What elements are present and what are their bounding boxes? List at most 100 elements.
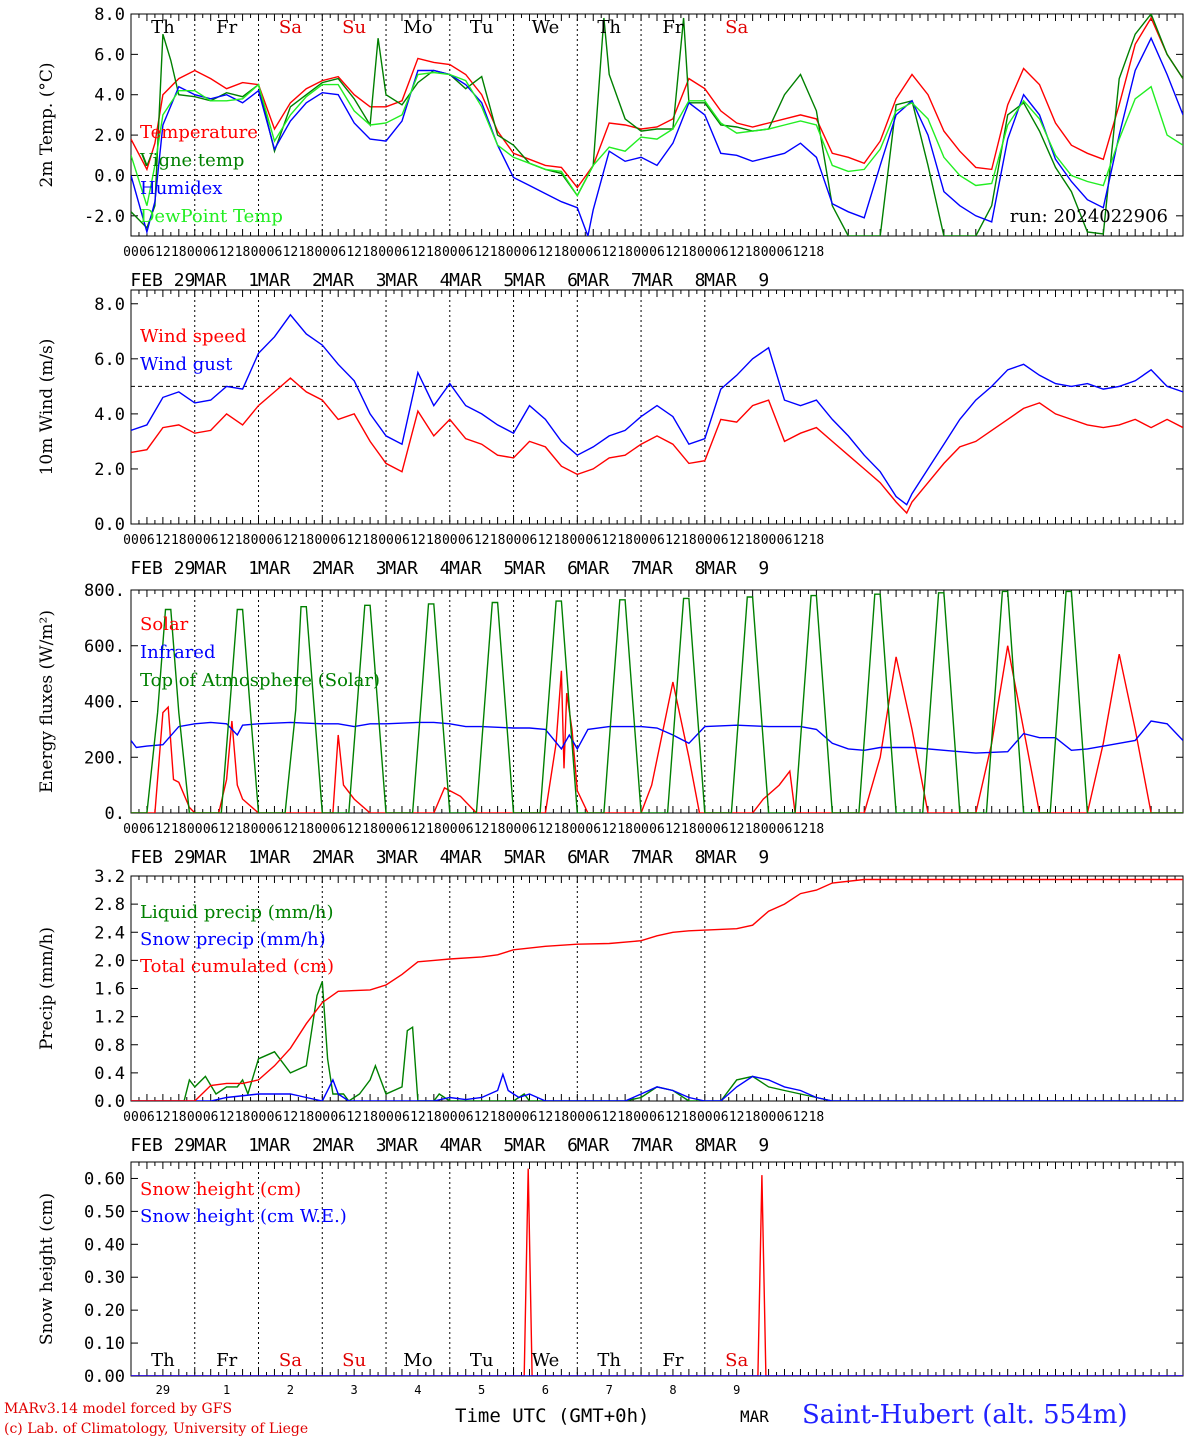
day-abbr: Sa xyxy=(725,1350,748,1371)
hour-tick-label: 18 xyxy=(681,1110,697,1125)
date-label: MAR 5 xyxy=(449,1135,514,1156)
legend-entry: Solar xyxy=(140,614,189,635)
hour-tick-label: 12 xyxy=(283,822,299,837)
hour-tick-label: 06 xyxy=(458,533,474,548)
date-label: MAR 2 xyxy=(258,270,323,291)
hour-tick-label: 12 xyxy=(793,1110,809,1125)
y-tick-label: 6.0 xyxy=(94,45,125,65)
hour-tick-label: 00 xyxy=(442,822,458,837)
hour-tick-label: 06 xyxy=(713,1110,729,1125)
legend-entry: Liquid precip (mm/h) xyxy=(140,902,334,923)
y-tick-label: 0.8 xyxy=(94,1036,125,1056)
hour-tick-label: 18 xyxy=(235,1110,251,1125)
day-abbr: Th xyxy=(151,17,175,38)
date-label: MAR 8 xyxy=(640,1135,705,1156)
day-number: 9 xyxy=(733,1383,740,1397)
y-tick-label: 2.0 xyxy=(94,460,125,480)
hour-tick-label: 12 xyxy=(219,245,235,260)
hour-tick-label: 00 xyxy=(378,533,394,548)
hour-tick-label: 06 xyxy=(585,533,601,548)
hour-tick-label: 06 xyxy=(203,1110,219,1125)
day-number: 29 xyxy=(156,1383,170,1397)
day-abbr: Tu xyxy=(470,17,494,38)
hour-tick-label: 06 xyxy=(203,533,219,548)
hour-tick-label: 18 xyxy=(171,1110,187,1125)
hour-tick-label: 12 xyxy=(219,822,235,837)
hour-tick-label: 00 xyxy=(251,245,267,260)
hour-tick-label: 00 xyxy=(506,245,522,260)
y-tick-label: 3.2 xyxy=(94,867,125,887)
station-title: Saint-Hubert (alt. 554m) xyxy=(802,1400,1128,1430)
hour-tick-label: 00 xyxy=(187,1110,203,1125)
hour-tick-label: 12 xyxy=(793,245,809,260)
hour-tick-label: 00 xyxy=(569,245,585,260)
hour-tick-label: 00 xyxy=(506,822,522,837)
y-tick-label: 8.0 xyxy=(94,295,125,315)
hour-tick-label: 12 xyxy=(346,822,362,837)
date-label: MAR 6 xyxy=(513,1135,578,1156)
hour-tick-label: 00 xyxy=(251,822,267,837)
hour-tick-label: 12 xyxy=(538,1110,554,1125)
hour-tick-label: 00 xyxy=(633,245,649,260)
y-axis-title: Snow height (cm) xyxy=(37,1193,57,1345)
day-abbr: Fr xyxy=(216,1350,237,1371)
hour-tick-label: 18 xyxy=(299,245,315,260)
hour-tick-label: 06 xyxy=(458,1110,474,1125)
hour-tick-label: 06 xyxy=(267,822,283,837)
date-label: MAR 7 xyxy=(577,558,642,579)
hour-tick-label: 12 xyxy=(346,533,362,548)
series-line-snow-height-cm- xyxy=(131,1168,1183,1376)
hour-tick-label: 06 xyxy=(394,1110,410,1125)
hour-tick-label: 12 xyxy=(474,245,490,260)
y-tick-label: 0.40 xyxy=(84,1235,125,1255)
day-number: 4 xyxy=(414,1383,421,1397)
hour-tick-label: 12 xyxy=(410,822,426,837)
date-label: MAR 1 xyxy=(194,558,259,579)
hour-tick-label: 18 xyxy=(554,1110,570,1125)
hour-tick-label: 06 xyxy=(777,1110,793,1125)
day-abbr: Mo xyxy=(403,17,432,38)
day-abbr: Th xyxy=(151,1350,175,1371)
day-number: 2 xyxy=(287,1383,294,1397)
series-line-liquid-precip-mm-h- xyxy=(131,981,1183,1101)
y-tick-label: 0.50 xyxy=(84,1202,125,1222)
hour-tick-label: 18 xyxy=(171,533,187,548)
hour-tick-label: 06 xyxy=(139,822,155,837)
y-tick-label: 0. xyxy=(105,804,125,824)
date-label: FEB 29 xyxy=(130,1135,195,1156)
panel-3: 0. 200. 400. 600. 800. Energy fluxes (W/m²) So… xyxy=(37,581,1184,868)
hour-tick-label: 00 xyxy=(314,245,330,260)
model-credit: MARv3.14 model forced by GFS xyxy=(4,1401,233,1417)
hour-tick-label: 00 xyxy=(314,533,330,548)
y-tick-label: -2.0 xyxy=(84,207,125,227)
day-abbr: Th xyxy=(597,1350,621,1371)
date-label: MAR 8 xyxy=(640,558,705,579)
hour-tick-label: 18 xyxy=(362,822,378,837)
legend-entry: Infrared xyxy=(140,642,215,663)
hour-tick-label: 06 xyxy=(458,822,474,837)
hour-tick-label: 18 xyxy=(809,1110,825,1125)
hour-tick-label: 12 xyxy=(410,1110,426,1125)
hour-tick-label: 12 xyxy=(729,822,745,837)
hour-tick-label: 00 xyxy=(633,822,649,837)
series-line-dewpoint-temp xyxy=(131,71,1183,206)
y-tick-label: 0.0 xyxy=(94,166,125,186)
hour-tick-label: 06 xyxy=(267,1110,283,1125)
day-abbr: Su xyxy=(342,1350,366,1371)
hour-tick-label: 06 xyxy=(203,822,219,837)
y-tick-label: 400. xyxy=(84,693,125,713)
plot-frame xyxy=(130,289,1184,525)
hour-tick-label: 18 xyxy=(617,1110,633,1125)
hour-tick-label: 12 xyxy=(474,533,490,548)
day-abbr: Sa xyxy=(279,17,302,38)
hour-tick-label: 12 xyxy=(410,245,426,260)
hour-tick-label: 06 xyxy=(585,822,601,837)
hour-tick-label: 00 xyxy=(378,822,394,837)
y-tick-label: 0.20 xyxy=(84,1301,125,1321)
hour-tick-label: 12 xyxy=(729,533,745,548)
hour-tick-label: 00 xyxy=(442,245,458,260)
date-label: MAR 3 xyxy=(322,1135,387,1156)
date-label: MAR 5 xyxy=(449,270,514,291)
date-label: MAR 6 xyxy=(513,847,578,868)
date-label: MAR 4 xyxy=(385,1135,450,1156)
